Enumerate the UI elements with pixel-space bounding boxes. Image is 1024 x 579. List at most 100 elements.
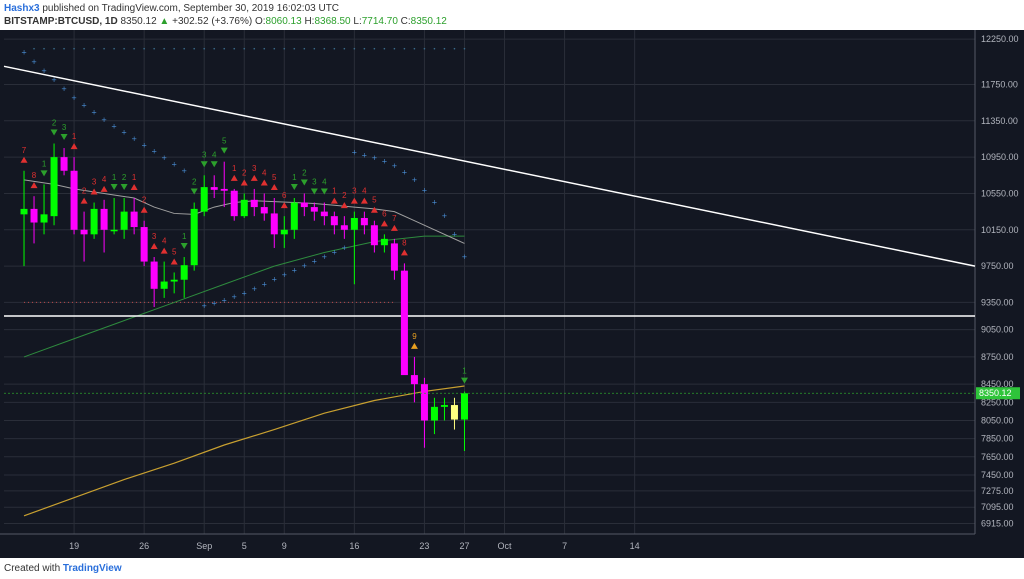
- chart-area[interactable]: 12250.00 11750.00 11350.00 10950.00 10550.00…: [0, 30, 1024, 558]
- candle-body: [450, 405, 458, 420]
- candle-body: [250, 199, 258, 208]
- sequential-count: 2: [242, 168, 247, 177]
- x-tick-label: 5: [242, 541, 247, 551]
- top-dot: [303, 47, 306, 50]
- top-dot: [113, 47, 115, 50]
- psar-dot: +: [442, 212, 448, 220]
- psar-dot: +: [41, 67, 47, 75]
- sequential-count: 1: [112, 173, 117, 182]
- sequential-count: 8: [32, 171, 37, 180]
- sequential-count: 5: [222, 137, 227, 146]
- candle-body: [320, 211, 328, 217]
- candle-body: [140, 227, 148, 262]
- sequential-arrow-down: [200, 161, 208, 168]
- sequential-count: 4: [162, 237, 167, 246]
- high-value: 8368.50: [314, 16, 351, 27]
- sequential-arrow-down: [220, 147, 228, 154]
- psar-dot: +: [291, 267, 297, 275]
- psar-dot: +: [421, 187, 427, 195]
- descending-trendline: [3, 65, 976, 267]
- top-dot: [433, 47, 436, 50]
- sequential-count: 4: [362, 187, 367, 196]
- sequential-arrow-down: [320, 188, 328, 195]
- candle-body: [330, 216, 338, 226]
- psar-dot: +: [321, 253, 327, 261]
- candle-body: [290, 202, 298, 230]
- author-link[interactable]: Hashx3: [4, 3, 40, 14]
- psar-dot: +: [161, 154, 167, 162]
- candle-body: [360, 217, 368, 226]
- candle-body: [190, 208, 198, 266]
- sequential-arrow-up: [100, 185, 108, 192]
- candle-body: [70, 170, 78, 230]
- psar-dot: +: [371, 154, 377, 162]
- sequential-count: 3: [152, 232, 157, 241]
- sequential-arrow-up: [260, 179, 268, 186]
- sequential-count: 8: [402, 238, 407, 247]
- sequential-count: 2: [122, 173, 127, 182]
- y-tick-label: 7275.00: [981, 486, 1014, 496]
- sequential-count: 3: [202, 150, 207, 159]
- psar-dot: +: [261, 280, 267, 288]
- sequential-count: 4: [322, 178, 327, 187]
- candle-body: [170, 279, 178, 282]
- sequential-count: 4: [212, 150, 217, 159]
- psar-dot: +: [111, 122, 117, 130]
- psar-dot: +: [171, 160, 177, 168]
- candle-body: [20, 208, 28, 215]
- candle-body: [280, 229, 288, 235]
- top-dot: [43, 47, 45, 50]
- y-tick-label: 9350.00: [981, 297, 1014, 307]
- top-dot: [323, 47, 326, 50]
- psar-dot: +: [391, 162, 397, 170]
- sequential-arrow-down: [460, 377, 468, 384]
- sequential-arrow-up: [90, 188, 98, 195]
- candle-body: [160, 281, 168, 289]
- x-tick-label: 16: [349, 541, 359, 551]
- close-label: C:: [400, 16, 411, 27]
- candle-body: [260, 207, 268, 214]
- candle-body: [300, 202, 308, 208]
- sequential-arrow-up: [80, 197, 88, 204]
- candle-body: [110, 229, 118, 232]
- tradingview-logo[interactable]: TradingView: [62, 563, 122, 574]
- sequential-count: 3: [62, 123, 67, 132]
- sequential-arrow-down: [310, 188, 318, 195]
- sequential-count: 2: [142, 196, 147, 205]
- sequential-arrow-down: [190, 188, 198, 195]
- psar-dot: +: [432, 199, 438, 207]
- y-tick-label: 12250.00: [981, 34, 1019, 44]
- open-label: O:: [254, 16, 266, 27]
- y-tick-label: 10550.00: [981, 188, 1019, 198]
- psar-dot: +: [71, 94, 77, 102]
- sequential-arrow-up: [350, 197, 358, 204]
- psar-dot: +: [331, 248, 337, 256]
- sequential-count: 3: [352, 187, 357, 196]
- psar-dot: +: [61, 85, 67, 93]
- y-tick-label: 8750.00: [981, 352, 1014, 362]
- y-tick-label: 6915.00: [981, 519, 1014, 529]
- sequential-arrow-up: [130, 184, 138, 190]
- top-dot: [203, 47, 206, 50]
- sequential-count: 5: [172, 247, 177, 256]
- top-dot: [363, 47, 366, 50]
- psar-dot: +: [91, 109, 97, 117]
- top-dot: [253, 47, 256, 50]
- top-dot: [213, 47, 216, 50]
- sequential-arrow-down: [110, 184, 118, 190]
- top-dot: [423, 47, 426, 50]
- sequential-count: 5: [372, 196, 377, 205]
- moving-average-orange: [23, 385, 465, 517]
- sequential-arrow-up: [170, 258, 178, 265]
- sequential-arrow-up: [410, 342, 418, 349]
- psar-dot: +: [281, 271, 287, 279]
- sequential-arrow-down: [60, 134, 68, 141]
- top-dot: [153, 47, 155, 50]
- top-dot: [413, 47, 416, 50]
- psar-dot: +: [341, 244, 347, 252]
- current-price-label: 8350.12: [979, 388, 1012, 398]
- psar-dot: +: [401, 169, 407, 177]
- price-chart[interactable]: 12250.00 11750.00 11350.00 10950.00 10550.00…: [0, 30, 1024, 558]
- candle-body: [230, 190, 238, 217]
- sequential-count: 3: [92, 178, 97, 187]
